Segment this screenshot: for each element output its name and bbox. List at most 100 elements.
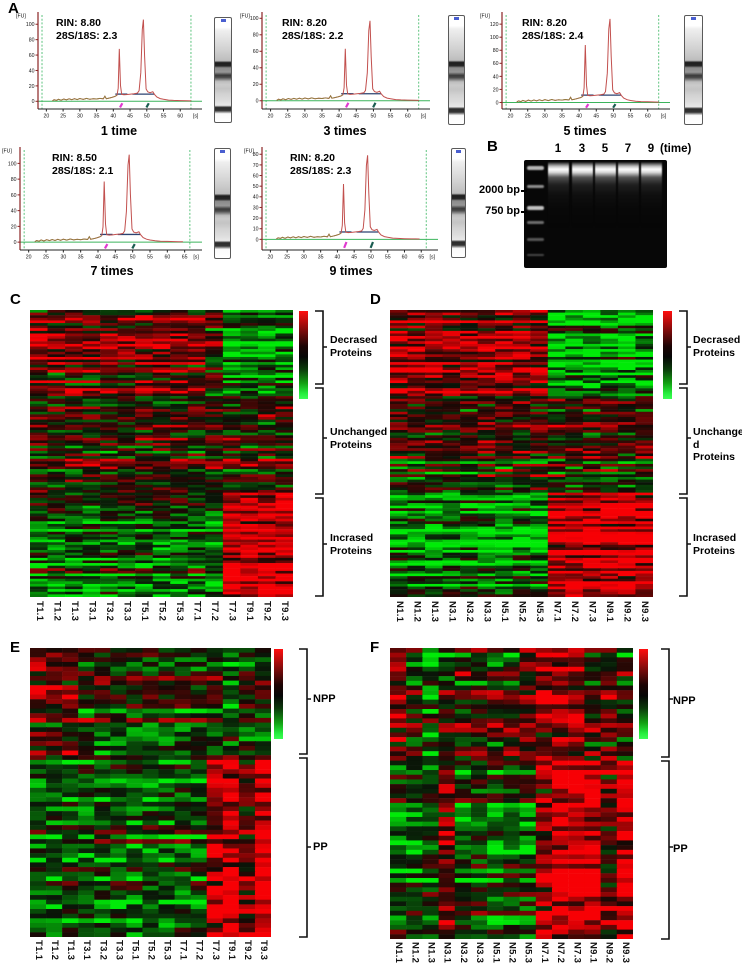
bracket-section bbox=[315, 497, 327, 597]
section-bracket bbox=[299, 648, 311, 938]
x-tick-label: 25 bbox=[43, 255, 49, 261]
gel-lane-label: 7 bbox=[624, 143, 632, 155]
panel-label-a: A bbox=[8, 0, 19, 17]
gel-sample-lane bbox=[594, 162, 616, 264]
bracket-section bbox=[679, 310, 691, 385]
plot-title: 9 times bbox=[329, 264, 373, 278]
heatmap-column-label: N9.3 bbox=[619, 942, 631, 964]
marker-2000bp-tick bbox=[521, 190, 527, 192]
x-tick-label: 25 bbox=[60, 114, 66, 120]
heatmap-column-label: T5.3 bbox=[161, 940, 173, 961]
y-axis-unit: [FU] bbox=[244, 149, 254, 155]
x-tick-label: 25 bbox=[525, 114, 531, 120]
gel-lane-label: 9 bbox=[647, 143, 655, 155]
heatmap-column-label: T7.2 bbox=[193, 940, 205, 961]
marker-18s-flag bbox=[345, 102, 350, 108]
heatmap-column-label: N9.2 bbox=[621, 601, 633, 623]
x-axis-unit: [s] bbox=[193, 255, 199, 261]
marker-28s-flag bbox=[145, 102, 150, 108]
x-tick-label: 60 bbox=[164, 255, 170, 261]
rin-annotation: RIN: 8.20 28S/18S: 2.4 bbox=[522, 17, 583, 43]
rin-annotation: RIN: 8.80 28S/18S: 2.3 bbox=[56, 17, 117, 43]
gel-lane-thumbnail bbox=[448, 15, 465, 125]
baseline-noise-trace bbox=[276, 94, 344, 101]
marker-18s-flag bbox=[343, 241, 348, 249]
rin-value: RIN: 8.20 bbox=[282, 17, 327, 29]
heatmap-column-label: T5.3 bbox=[174, 601, 185, 622]
heatmap-column-label: N5.2 bbox=[516, 601, 528, 623]
y-tick-label: 80 bbox=[493, 48, 499, 54]
ladder-band bbox=[527, 254, 544, 256]
electropherogram-9-times: 0 10 20 30 40 50 60 70 80 [FU] 20 25 30 35 40 45 50 55 60 6… bbox=[242, 145, 446, 291]
y-tick-label: 100 bbox=[8, 161, 17, 167]
x-tick-label: 30 bbox=[60, 255, 66, 261]
x-tick-label: 55 bbox=[161, 114, 167, 120]
heatmap-column-label: T9.1 bbox=[225, 940, 237, 961]
ladder-band bbox=[527, 238, 544, 241]
marker-28s-flag bbox=[612, 103, 617, 109]
electropherogram-1-time: 0 20 40 60 80 100 [FU] 20 25 30 35 40 45 50 55 60 [s] RI… bbox=[14, 10, 210, 150]
x-tick-label: 45 bbox=[593, 114, 599, 120]
y-tick-label: 0 bbox=[32, 99, 35, 105]
x-tick-label: 40 bbox=[336, 114, 342, 120]
x-tick-label: 55 bbox=[385, 255, 391, 261]
ladder-band bbox=[527, 166, 544, 170]
y-tick-label: 30 bbox=[253, 205, 259, 211]
heatmap-column-label: T7.2 bbox=[209, 601, 221, 622]
heatmap-colorbar bbox=[639, 649, 648, 739]
heatmap-column-label: N5.3 bbox=[522, 942, 534, 964]
gel-lane-thumbnail bbox=[214, 148, 231, 259]
heatmap-column-label: N7.1 bbox=[538, 942, 550, 964]
x-tick-label: 30 bbox=[542, 114, 548, 120]
marker-750bp-label: 750 bp bbox=[485, 205, 520, 217]
rin-value: RIN: 8.80 bbox=[56, 17, 101, 29]
x-tick-label: 60 bbox=[177, 114, 183, 120]
y-tick-label: 40 bbox=[11, 209, 17, 215]
x-tick-label: 35 bbox=[94, 114, 100, 120]
heatmap-tumor-proteins bbox=[30, 310, 293, 597]
gel-sample-lane bbox=[640, 162, 662, 264]
x-axis-unit: [s] bbox=[193, 114, 199, 120]
y-tick-label: 40 bbox=[253, 195, 259, 201]
heatmap-section-label: Unchanged Proteins bbox=[330, 426, 388, 451]
electropherogram-plot: 0 20 40 60 80 100[FU] 20 25 30 35 40 45 50 55 60 [s] bbox=[16, 12, 202, 120]
x-tick-label: 65 bbox=[418, 255, 424, 261]
x-tick-label: 30 bbox=[301, 255, 307, 261]
gel-sample-lane bbox=[617, 162, 639, 264]
heatmap-column-label: N5.2 bbox=[506, 942, 518, 964]
gel-lane-thumbnail bbox=[451, 148, 466, 258]
y-tick-label: 120 bbox=[490, 22, 499, 28]
heatmap-colorbar bbox=[663, 311, 672, 399]
heatmap-column-label: N1.1 bbox=[393, 601, 405, 623]
rin-annotation: RIN: 8.20 28S/18S: 2.2 bbox=[282, 17, 343, 43]
heatmap-column-label: T9.3 bbox=[279, 601, 291, 622]
electropherogram-3-times: 0 20 40 60 80 100 [FU] 20 25 30 35 40 45 50 55 60 [s] RI… bbox=[238, 10, 438, 150]
y-tick-label: 60 bbox=[253, 173, 259, 179]
x-tick-label: 25 bbox=[284, 255, 290, 261]
y-tick-label: 40 bbox=[29, 68, 35, 74]
x-tick-label: 20 bbox=[26, 255, 32, 261]
gel-lane-label: 3 bbox=[578, 143, 586, 155]
y-tick-label: 60 bbox=[493, 61, 499, 67]
x-tick-label: 40 bbox=[95, 255, 101, 261]
y-tick-label: 0 bbox=[256, 237, 259, 243]
ladder-band bbox=[527, 221, 544, 224]
x-tick-label: 20 bbox=[268, 114, 274, 120]
y-axis-unit: [FU] bbox=[240, 14, 250, 20]
heatmap-column-label: T9.1 bbox=[244, 601, 256, 622]
heatmap-column-label: N1.3 bbox=[428, 601, 440, 623]
heatmap-section-label: PP bbox=[313, 841, 328, 853]
ratio-value: 28S/18S: 2.1 bbox=[52, 165, 114, 177]
y-axis-unit: [FU] bbox=[16, 14, 26, 20]
section-bracket bbox=[661, 648, 673, 940]
electropherogram-7-times: 0 20 40 60 80 100 [FU] 20 25 30 35 40 45 50 55 60 65 [s] … bbox=[0, 145, 210, 291]
heatmap-column-label: N9.2 bbox=[603, 942, 615, 964]
heatmap-column-label: T5.2 bbox=[145, 940, 157, 961]
baseline-noise-trace bbox=[516, 95, 584, 103]
heatmap-column-label: N7.2 bbox=[555, 942, 567, 964]
x-tick-label: 50 bbox=[144, 114, 150, 120]
gel-sample-lane bbox=[571, 162, 593, 264]
x-tick-label: 20 bbox=[267, 255, 273, 261]
heatmap-column-label: N3.1 bbox=[446, 601, 458, 623]
gel-lane-label: 1 bbox=[554, 143, 562, 155]
